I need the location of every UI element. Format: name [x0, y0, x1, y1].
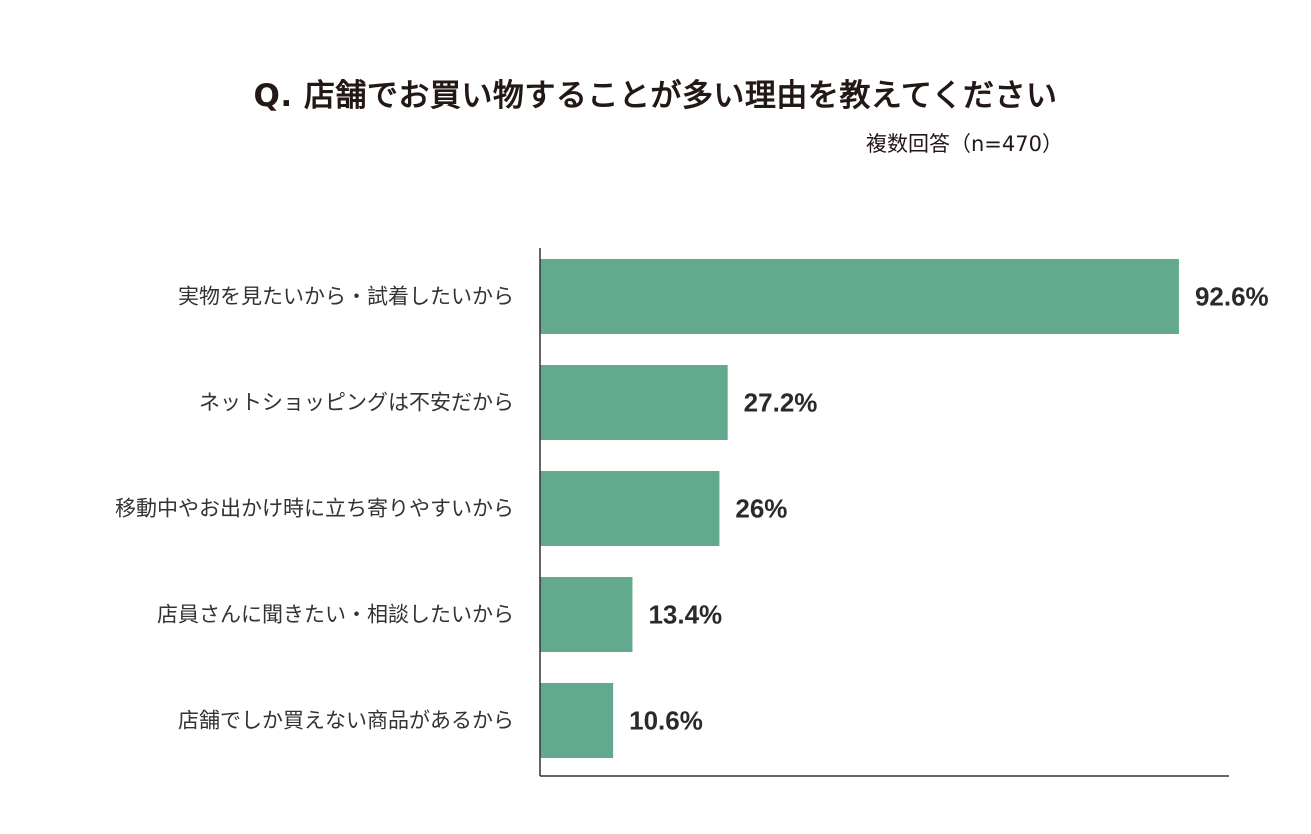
labels-layer: 実物を見たいから・試着したいから 92.6% ネットショッピングは不安だから 27.2… — [115, 282, 1269, 736]
bar-2 — [540, 365, 728, 440]
value-label-4: 13.4% — [648, 600, 722, 630]
bar-3 — [540, 471, 720, 546]
category-label-3: 移動中やお出かけ時に立ち寄りやすいから — [115, 497, 514, 521]
value-label-3: 26% — [735, 494, 787, 524]
bars-layer — [540, 259, 1179, 758]
value-label-5: 10.6% — [629, 706, 703, 736]
bar-5 — [540, 683, 614, 758]
category-label-2: ネットショッピングは不安だから — [199, 391, 514, 415]
category-label-4: 店員さんに聞きたい・相談したいから — [157, 603, 514, 627]
value-label-2: 27.2% — [744, 388, 818, 418]
chart-subtitle: 複数回答（n=470） — [866, 132, 1063, 156]
chart-title: Q. 店舗でお買い物することが多い理由を教えてください — [253, 78, 1058, 114]
value-label-1: 92.6% — [1195, 282, 1269, 312]
bar-4 — [540, 577, 633, 652]
bar-1 — [540, 259, 1179, 334]
category-label-1: 実物を見たいから・試着したいから — [178, 285, 514, 309]
category-label-5: 店舗でしか買えない商品があるから — [178, 709, 514, 733]
